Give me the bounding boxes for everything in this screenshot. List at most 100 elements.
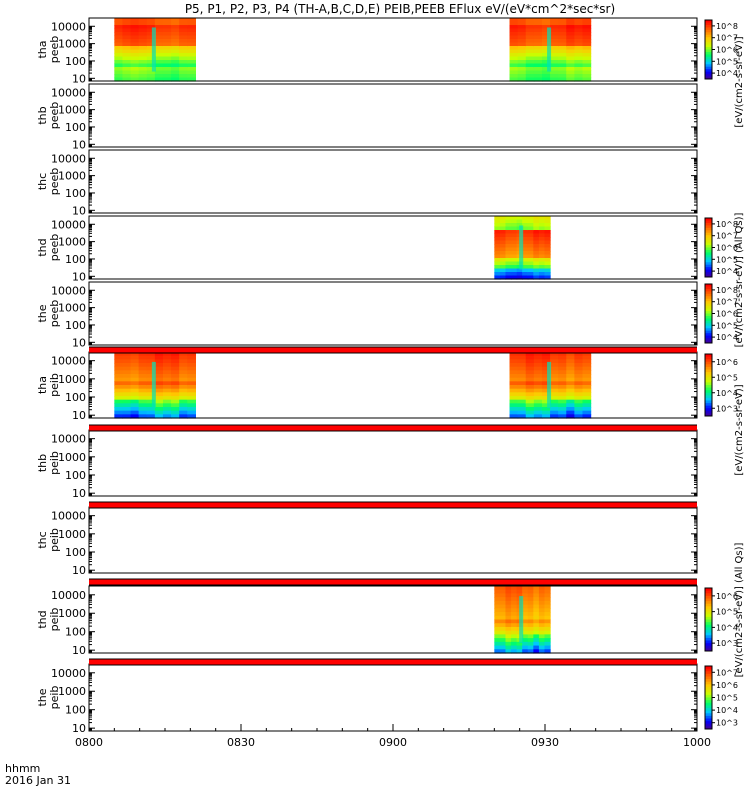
spectrogram-cell: [162, 63, 172, 68]
spectrogram-cell: [146, 407, 156, 412]
spectrogram-cell: [522, 244, 529, 249]
spectrogram-cell: [146, 28, 156, 33]
spectrogram-cell: [499, 240, 507, 245]
spectrogram-cell: [550, 370, 559, 375]
spectrogram-cell: [171, 381, 180, 386]
spectrogram-cell: [187, 352, 196, 357]
spectrogram-cell: [558, 46, 567, 51]
spectrogram-cell: [517, 377, 527, 382]
spectrogram-cell: [525, 385, 535, 390]
y-tick-label: 10: [72, 72, 86, 85]
spectrogram-cell: [146, 67, 156, 72]
spectrogram-cell: [533, 265, 540, 270]
colorbar-cell: [705, 382, 712, 386]
spectrogram-cell: [179, 21, 188, 26]
spectrogram-cell: [146, 370, 156, 375]
spectrogram-cell: [509, 392, 519, 397]
spectrogram-cell: [541, 410, 551, 415]
colorbar-tick-label: 10^4: [716, 706, 738, 715]
panel-label-probe: the: [36, 304, 49, 322]
spectrogram-cell: [574, 414, 584, 419]
colorbar-cell: [705, 723, 712, 727]
spectrogram-cell: [516, 223, 523, 228]
colorbar-cell: [705, 66, 712, 70]
spectrogram-cell: [138, 359, 148, 364]
spectrogram-cell: [114, 381, 124, 386]
spectrogram-cell: [511, 251, 518, 256]
colorbar-cell: [705, 630, 712, 634]
colorbar-cell: [705, 385, 712, 389]
spectrogram-cell: [566, 60, 575, 65]
spectrogram-cell: [146, 42, 156, 47]
spectrogram-cell: [550, 399, 559, 404]
spectrogram-cell: [187, 39, 196, 44]
colorbar-tick-label: 10^7: [716, 668, 738, 677]
colorbar-cell: [705, 37, 712, 41]
colorbar-cell: [705, 76, 712, 80]
spectrogram-cell: [162, 60, 172, 65]
spectrogram-cell: [509, 56, 519, 61]
spectrogram-cell: [138, 399, 148, 404]
spectrogram-cell: [538, 268, 546, 273]
spectrogram-cell: [566, 70, 575, 75]
spectrogram-cell: [494, 237, 501, 242]
spectrogram-cell: [509, 46, 519, 51]
spectrogram-cell: [138, 77, 148, 82]
spectrogram-cell: [574, 28, 584, 33]
spectrogram-cell: [138, 46, 148, 51]
quality-flag-bar: [89, 502, 697, 508]
spectrogram-cell: [558, 392, 567, 397]
panel-label: thc peib: [36, 528, 61, 552]
spectrogram-cell: [162, 49, 172, 54]
colorbar-cell: [705, 684, 712, 688]
spectrogram-cell: [187, 46, 196, 51]
spectrogram-cell: [527, 612, 534, 617]
spectrogram-cell: [130, 355, 140, 360]
spectrogram-cell: [582, 363, 592, 368]
spectrogram-cell: [550, 385, 559, 390]
spectrogram-cell: [505, 272, 512, 277]
colorbar-cell: [705, 635, 712, 639]
spectrogram-cell: [516, 649, 523, 654]
colorbar-tick-label: 10^3: [716, 719, 738, 728]
spectrogram-cell: [533, 385, 543, 390]
spectrogram-cell: [525, 352, 535, 357]
spectrogram-cell: [574, 32, 584, 37]
spectrogram-cell: [505, 641, 512, 647]
spectrogram-cell: [122, 399, 132, 404]
spectrogram-cell: [541, 374, 551, 379]
spectrogram-cell: [538, 615, 546, 621]
spectrogram-cell: [544, 240, 551, 245]
spectrogram-cell: [494, 268, 501, 273]
spectrogram-cell: [533, 70, 543, 75]
spectrogram-cell: [525, 414, 535, 419]
spectrogram-cell: [146, 53, 156, 58]
spectrogram-cell: [541, 377, 551, 382]
spectrogram-cell: [114, 18, 124, 23]
spectrogram-cell: [538, 272, 546, 277]
spectrogram-cell: [171, 18, 180, 23]
spectrogram-cell: [533, 272, 540, 277]
spectrogram-cell: [505, 233, 512, 238]
spectrogram-cell: [505, 638, 512, 643]
spectrogram-cell: [171, 77, 180, 82]
spectrogram-cell: [544, 247, 551, 252]
spectrogram-cell: [499, 619, 507, 624]
spectrogram-cell: [538, 219, 546, 224]
spectrogram-cell: [138, 25, 148, 30]
colorbar-cell: [705, 673, 712, 678]
y-tick-label: 10000: [51, 20, 86, 33]
spectrogram-cell: [494, 641, 501, 647]
spectrogram-cell: [122, 39, 132, 44]
spectrogram-cell: [533, 396, 543, 401]
y-tick-label: 1000: [58, 528, 86, 541]
spectrogram-cell: [541, 56, 551, 61]
colorbar-cell: [705, 47, 712, 50]
spectrogram-cell: [171, 60, 180, 65]
spectrogram-cell: [130, 366, 140, 371]
spectrogram-cell: [138, 403, 148, 408]
spectrogram-cell: [114, 67, 124, 72]
colorbar-cell: [705, 710, 712, 714]
